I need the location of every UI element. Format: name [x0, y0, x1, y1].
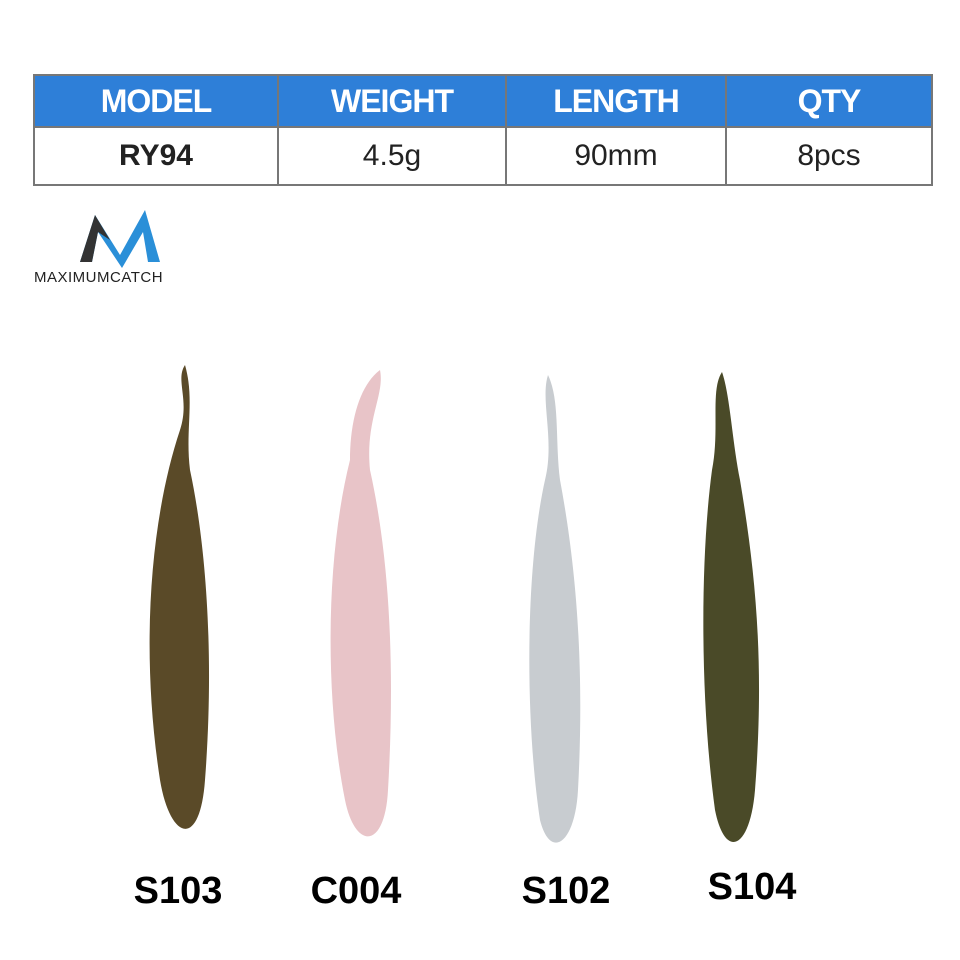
lure-label: S104: [707, 866, 797, 908]
cell: 8pcs: [725, 126, 933, 186]
lure: [703, 372, 760, 843]
logo-dark: [80, 215, 110, 262]
lure: [330, 370, 391, 837]
brand: MAXIMUMCATCH: [34, 269, 164, 286]
lure-label: S103: [133, 870, 223, 912]
lure: [529, 375, 581, 843]
header-cell: MODEL: [33, 74, 279, 128]
cell: 90mm: [505, 126, 727, 186]
header-cell: LENGTH: [505, 74, 727, 128]
header-cell: QTY: [725, 74, 933, 128]
lure: [149, 365, 210, 829]
spec-table: MODEL WEIGHT LENGTH QTY RY94 4.5g 90mm 8…: [33, 74, 933, 186]
lure-label: C004: [310, 870, 402, 912]
header-cell: WEIGHT: [277, 74, 507, 128]
lure-label: S102: [521, 870, 611, 912]
cell: 4.5g: [277, 126, 507, 186]
cell: RY94: [33, 126, 279, 186]
